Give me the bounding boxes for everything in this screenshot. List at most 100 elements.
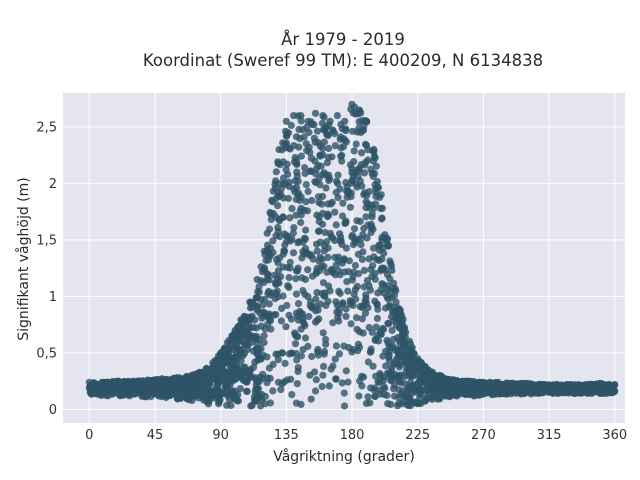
scatter-point [269,248,277,257]
scatter-point [308,303,316,311]
scatter-point [332,221,340,229]
scatter-point [273,287,281,295]
scatter-point [85,378,93,386]
scatter-point [324,210,332,218]
scatter-point [342,367,350,375]
scatter-point [329,267,337,275]
scatter-point [180,375,188,383]
scatter-point [337,152,345,160]
scatter-point [129,377,137,385]
scatter-point [292,309,301,317]
scatter-point [223,401,231,409]
scatter-point [319,279,328,287]
scatter-point [275,145,283,154]
scatter-point [386,369,394,377]
scatter-point [93,389,101,397]
scatter-point [248,312,256,320]
scatter-point [333,112,341,120]
scatter-point [272,168,280,176]
scatter-point [385,351,393,359]
scatter-point [157,384,165,392]
scatter-point [185,394,193,402]
scatter-point [355,106,363,114]
scatter-point [331,355,339,363]
scatter-point [308,272,317,280]
scatter-point [351,169,359,177]
scatter-point [313,127,322,135]
scatter-point [293,356,301,364]
x-tick-label: 180 [340,428,365,443]
scatter-point [377,191,385,199]
scatter-point [367,348,375,356]
scatter-point [378,280,386,288]
scatter-point [264,241,272,249]
scatter-point [387,376,395,384]
scatter-point [263,353,271,361]
scatter-point [294,264,302,272]
scatter-point [258,268,266,276]
scatter-point [380,325,388,334]
scatter-point [323,268,331,276]
scatter-point [291,153,299,162]
scatter-point [252,294,260,302]
scatter-point [341,117,349,125]
scatter-point [494,378,502,386]
scatter-point [100,388,108,396]
scatter-point [290,224,298,232]
scatter-point [213,377,221,386]
scatter-point [180,382,188,390]
scatter-point [305,128,313,137]
scatter-point [384,282,392,290]
scatter-point [360,373,368,381]
scatter-point [370,152,378,160]
scatter-point [319,371,327,379]
scatter-point [277,273,285,281]
scatter-point [292,133,301,141]
scatter-point [308,196,316,205]
scatter-point [311,138,319,146]
scatter-point [308,352,316,360]
scatter-point [359,248,367,256]
scatter-point [349,177,357,185]
scatter-point [325,144,333,152]
scatter-point [390,308,398,317]
scatter-point [343,183,351,191]
scatter-point [503,384,512,392]
scatter-point [390,385,398,393]
scatter-point [298,254,306,262]
scatter-point [314,351,322,359]
scatter-point [369,262,377,270]
scatter-point [320,362,328,370]
scatter-point [382,362,390,370]
scatter-point [379,352,387,360]
scatter-point [285,283,293,291]
scatter-point [355,392,363,400]
scatter-point [286,214,294,222]
scatter-point [355,164,363,172]
scatter-point [282,132,291,140]
scatter-point [216,369,224,377]
scatter-point [311,387,320,395]
scatter-point [263,229,271,237]
scatter-point [246,298,254,306]
scatter-point [360,224,368,233]
scatter-point [119,383,127,391]
scatter-point [322,335,330,344]
scatter-point [405,396,413,405]
scatter-point [332,342,340,350]
scatter-point [238,363,247,371]
scatter-point [281,230,289,238]
data-points [85,100,619,410]
scatter-point [197,374,205,382]
scatter-point [329,319,337,327]
scatter-point [114,377,123,385]
x-tick-label: 360 [602,428,627,443]
scatter-point [100,378,108,386]
scatter-point [396,305,404,313]
scatter-point [327,365,335,373]
scatter-point [307,154,315,162]
scatter-point [378,236,386,244]
scatter-point [325,177,333,185]
scatter-point [404,347,412,355]
scatter-point [305,312,313,321]
